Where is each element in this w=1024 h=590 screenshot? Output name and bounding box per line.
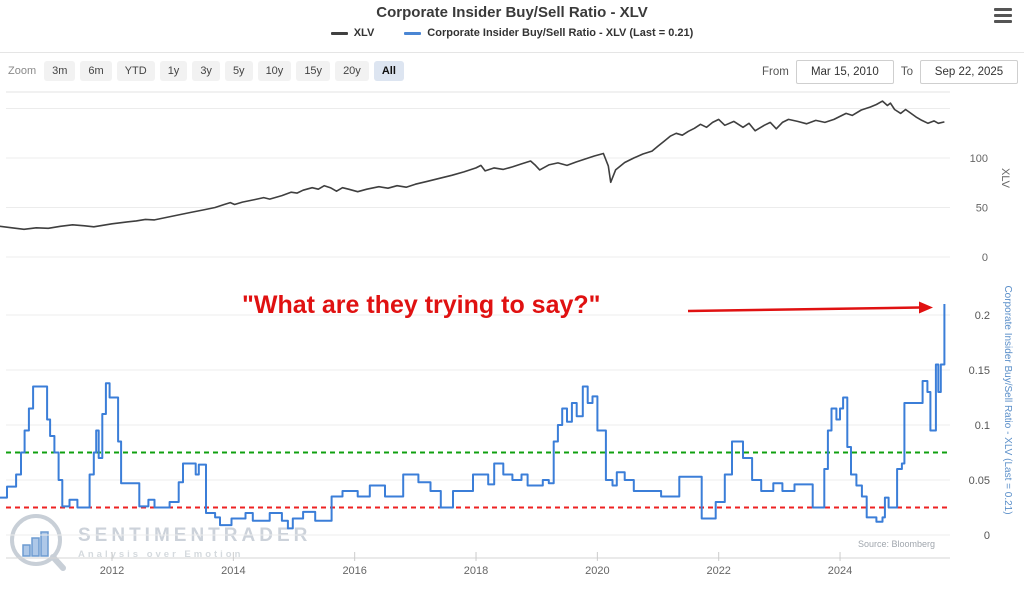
y-axis-label-ratio: 0.05 [969,475,990,487]
x-axis-label: 2016 [342,565,366,577]
annotation-arrow-line [687,306,921,313]
legend-item-label: XLV [353,27,375,39]
header-divider [0,52,1024,53]
chart-legend: XLV Corporate Insider Buy/Sell Ratio - X… [0,27,1024,39]
zoom-button-5y[interactable]: 5y [224,61,253,81]
zoom-button-all[interactable]: All [373,61,404,81]
annotation-text: "What are they trying to say?" [242,291,601,319]
xlv-series-line[interactable] [0,100,945,231]
date-range-controls: From To [762,60,1018,84]
y-axis-label-xlv: 0 [982,252,988,264]
sentimentrader-logo-icon [10,514,66,571]
zoom-button-3y[interactable]: 3y [192,61,220,81]
chart-plot-area: 2012 2014 2016 2018 2020 2022 202405010000.050… [0,91,1013,577]
y-axis-label-ratio: 0.1 [975,420,990,432]
x-axis-label: 2024 [828,565,852,577]
y-axis-label-ratio: 0.15 [969,365,990,377]
to-label: To [900,66,913,78]
legend-item-label: Corporate Insider Buy/Sell Ratio - XLV (… [427,27,694,39]
zoom-label: Zoom [8,65,37,77]
x-axis-label: 2014 [221,565,245,577]
annotation-arrowhead-icon [919,301,933,314]
to-date-input[interactable] [920,60,1018,84]
y-axis-label-ratio: 0.2 [975,310,990,322]
ratio-axis-title: Corporate Insider Buy/Sell Ratio - XLV (… [1002,285,1013,514]
ratio-series-line[interactable] [0,304,946,530]
zoom-button-3m[interactable]: 3m [44,61,76,81]
x-axis-label: 2022 [706,565,730,577]
ratio-legend-dash-icon [404,31,422,35]
zoom-button-20y[interactable]: 20y [335,61,369,81]
zoom-button-6m[interactable]: 6m [80,61,112,81]
y-axis-label-xlv: 100 [970,153,988,165]
from-label: From [762,66,789,78]
x-axis-label: 2020 [585,565,609,577]
zoom-button-1y[interactable]: 1y [159,61,188,81]
zoom-button-15y[interactable]: 15y [296,61,331,81]
legend-item-ratio[interactable]: Corporate Insider Buy/Sell Ratio - XLV (… [404,27,693,39]
from-date-input[interactable] [795,60,894,84]
hamburger-menu-icon[interactable] [994,8,1012,26]
source-note: Source: Bloomberg [857,539,935,549]
xlv-legend-dash-icon [330,31,348,35]
y-axis-label-xlv: 50 [976,203,988,215]
page-title: Corporate Insider Buy/Sell Ratio - XLV [376,4,648,21]
x-axis-label: 2012 [100,565,124,577]
watermark-tagline: Analysis over Emotion [78,548,244,560]
xlv-axis-title: XLV [999,168,1011,189]
zoom-button-10y[interactable]: 10y [257,61,292,81]
gridlines [6,91,950,536]
y-axis-label-ratio: 0 [984,530,990,542]
x-axis-label: 2018 [464,565,488,577]
x-axis: 2012 2014 2016 2018 2020 2022 2024 [6,552,950,577]
zoom-toolbar: Zoom 3m 6m YTD 1y 3y 5y 10y 15y 20y All [8,61,404,81]
legend-item-xlv[interactable]: XLV [330,27,375,39]
annotation: "What are they trying to say?" [242,291,933,319]
zoom-button-ytd[interactable]: YTD [116,61,155,81]
y-axis-labels: 0 50 100 0 0.05 0.1 0.15 0.2 [969,153,990,542]
